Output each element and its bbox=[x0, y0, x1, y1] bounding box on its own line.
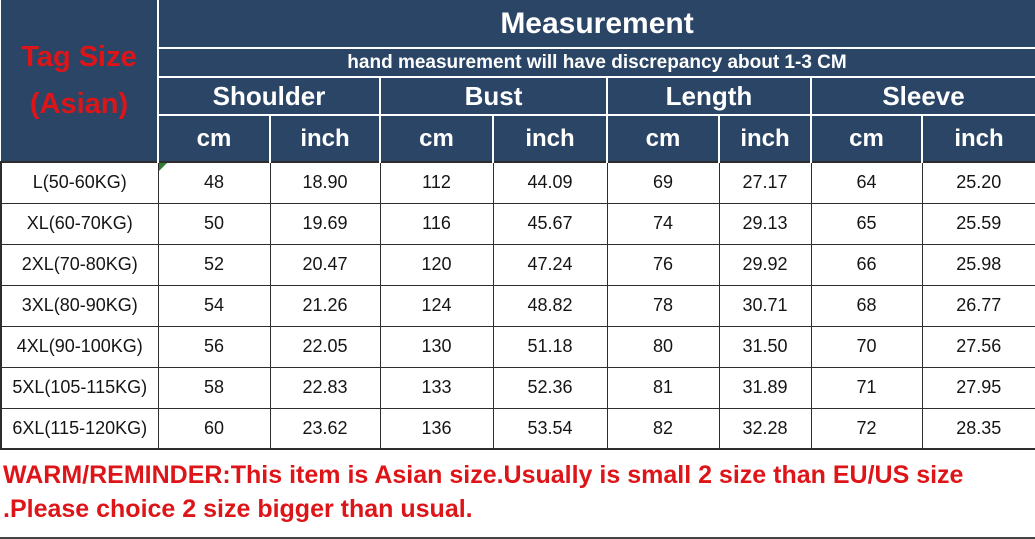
value-cell: 45.67 bbox=[492, 202, 608, 245]
tag-size-label-line1: Tag Size bbox=[21, 40, 137, 73]
value-cell: 29.92 bbox=[718, 243, 812, 286]
table-header: Tag Size (Asian) Measurement hand measur… bbox=[1, 0, 1035, 162]
value-cell: 22.83 bbox=[269, 366, 381, 409]
value-cell: 18.90 bbox=[269, 161, 381, 204]
value-cell: 48 bbox=[157, 161, 271, 204]
value-cell: 120 bbox=[379, 243, 494, 286]
table-row: 3XL(80-90KG) 54 21.26 124 48.82 78 30.71 68 26.7… bbox=[0, 284, 1035, 327]
value-cell: 70 bbox=[810, 325, 923, 368]
size-label-cell: 3XL(80-90KG) bbox=[0, 284, 159, 327]
unit-header-sleeve-inch: inch bbox=[920, 115, 1035, 162]
value-cell: 65 bbox=[810, 202, 923, 245]
value-cell: 74 bbox=[606, 202, 720, 245]
unit-header-length-inch: inch bbox=[718, 115, 812, 162]
value-cell: 54 bbox=[157, 284, 271, 327]
value-cell: 47.24 bbox=[492, 243, 608, 286]
value-cell: 52 bbox=[157, 243, 271, 286]
measurement-note: hand measurement will have discrepancy a… bbox=[158, 48, 1035, 78]
value-cell: 25.20 bbox=[921, 161, 1035, 204]
value-cell: 78 bbox=[606, 284, 720, 327]
value-cell: 116 bbox=[379, 202, 494, 245]
value-cell: 31.50 bbox=[718, 325, 812, 368]
corner-cell-tag-size: Tag Size (Asian) bbox=[1, 0, 159, 162]
measurement-title: Measurement bbox=[158, 0, 1035, 49]
value-cell: 32.28 bbox=[718, 407, 812, 450]
value-cell: 58 bbox=[157, 366, 271, 409]
column-group-shoulder: Shoulder bbox=[157, 77, 381, 116]
value-cell: 25.98 bbox=[921, 243, 1035, 286]
size-warning-text: WARM/REMINDER:This item is Asian size.Us… bbox=[0, 450, 1035, 526]
size-label-cell: L(50-60KG) bbox=[0, 161, 159, 204]
value-cell: 56 bbox=[157, 325, 271, 368]
unit-header-shoulder-inch: inch bbox=[269, 115, 381, 162]
value-cell: 64 bbox=[810, 161, 923, 204]
table-row: 2XL(70-80KG) 52 20.47 120 47.24 76 29.92 66 25.9… bbox=[0, 243, 1035, 286]
value-cell: 27.56 bbox=[921, 325, 1035, 368]
value-cell: 82 bbox=[606, 407, 720, 450]
value-cell: 19.69 bbox=[269, 202, 381, 245]
value-cell: 68 bbox=[810, 284, 923, 327]
value-cell: 124 bbox=[379, 284, 494, 327]
unit-header-length-cm: cm bbox=[606, 115, 720, 162]
table-row: 5XL(105-115KG) 58 22.83 133 52.36 81 31.89 71 27… bbox=[0, 366, 1035, 409]
value-cell: 27.17 bbox=[718, 161, 812, 204]
unit-header-shoulder-cm: cm bbox=[157, 115, 271, 162]
value-cell: 136 bbox=[379, 407, 494, 450]
value-cell: 50 bbox=[157, 202, 271, 245]
value-cell: 21.26 bbox=[269, 284, 381, 327]
value-cell: 72 bbox=[810, 407, 923, 450]
unit-header-bust-cm: cm bbox=[379, 115, 494, 162]
value-cell: 51.18 bbox=[492, 325, 608, 368]
table-row: XL(60-70KG) 50 19.69 116 45.67 74 29.13 65 25.59 bbox=[0, 202, 1035, 245]
value-cell: 81 bbox=[606, 366, 720, 409]
table-row: 4XL(90-100KG) 56 22.05 130 51.18 80 31.50 70 27.… bbox=[0, 325, 1035, 368]
size-label-cell: 4XL(90-100KG) bbox=[0, 325, 159, 368]
value-cell: 48.82 bbox=[492, 284, 608, 327]
value-cell: 130 bbox=[379, 325, 494, 368]
value-cell: 29.13 bbox=[718, 202, 812, 245]
value-cell: 76 bbox=[606, 243, 720, 286]
value-cell: 31.89 bbox=[718, 366, 812, 409]
value-cell: 133 bbox=[379, 366, 494, 409]
value-cell: 22.05 bbox=[269, 325, 381, 368]
excel-green-triangle-indicator bbox=[158, 163, 167, 171]
value-cell: 69 bbox=[606, 161, 720, 204]
value-cell: 66 bbox=[810, 243, 923, 286]
column-group-bust: Bust bbox=[379, 77, 608, 116]
size-chart-table: Tag Size (Asian) Measurement hand measur… bbox=[0, 0, 1035, 450]
value-cell: 60 bbox=[157, 407, 271, 450]
value-cell: 53.54 bbox=[492, 407, 608, 450]
value-cell: 26.77 bbox=[921, 284, 1035, 327]
size-label-cell: 2XL(70-80KG) bbox=[0, 243, 159, 286]
column-group-sleeve: Sleeve bbox=[809, 77, 1035, 116]
table-row: 6XL(115-120KG) 60 23.62 136 53.54 82 32.28 72 28… bbox=[0, 407, 1035, 450]
value-cell: 28.35 bbox=[921, 407, 1035, 450]
bottom-edge-line bbox=[0, 537, 1035, 539]
size-table-body: L(50-60KG) 48 18.90 112 44.09 69 27.17 64 25.20 X… bbox=[0, 161, 1035, 450]
value-cell: 52.36 bbox=[492, 366, 608, 409]
value-cell: 25.59 bbox=[921, 202, 1035, 245]
size-label-cell: 5XL(105-115KG) bbox=[0, 366, 159, 409]
value-cell: 112 bbox=[379, 161, 494, 204]
unit-header-bust-inch: inch bbox=[492, 115, 608, 162]
warning-line2: .Please choice 2 size bigger than usual. bbox=[3, 495, 473, 523]
value-cell: 20.47 bbox=[269, 243, 381, 286]
value-cell: 27.95 bbox=[921, 366, 1035, 409]
table-row: L(50-60KG) 48 18.90 112 44.09 69 27.17 64 25.20 bbox=[0, 161, 1035, 204]
value-cell: 30.71 bbox=[718, 284, 812, 327]
size-label-cell: XL(60-70KG) bbox=[0, 202, 159, 245]
value-cell: 23.62 bbox=[269, 407, 381, 450]
value-cell: 44.09 bbox=[492, 161, 608, 204]
value-cell: 71 bbox=[810, 366, 923, 409]
column-group-length: Length bbox=[606, 77, 812, 116]
value-cell: 80 bbox=[606, 325, 720, 368]
size-label-cell: 6XL(115-120KG) bbox=[0, 407, 159, 450]
unit-header-sleeve-cm: cm bbox=[810, 115, 923, 162]
warning-line1: WARM/REMINDER:This item is Asian size.Us… bbox=[3, 461, 964, 489]
tag-size-label-line2: (Asian) bbox=[29, 87, 129, 120]
